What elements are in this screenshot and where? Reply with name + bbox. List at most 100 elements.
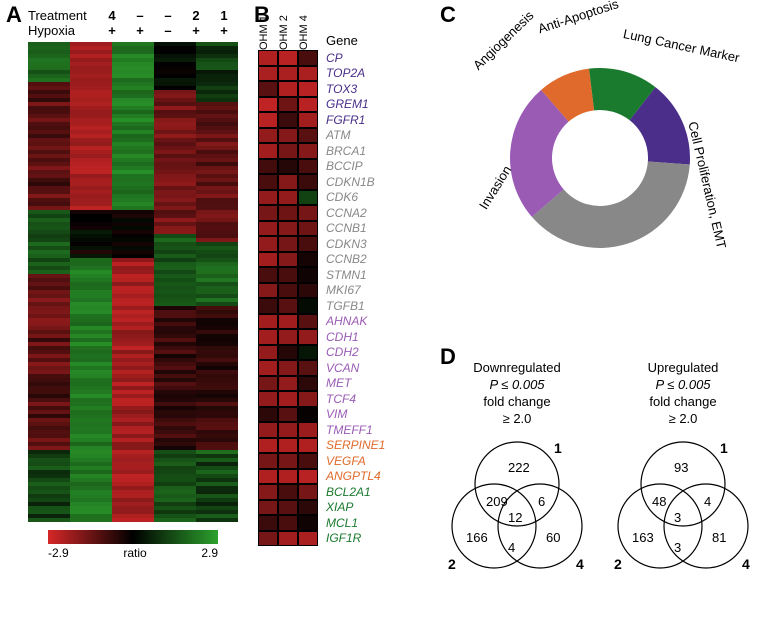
venn-set-label: 2: [448, 556, 456, 572]
gene-cell: [298, 407, 318, 423]
gene-cell: [298, 267, 318, 283]
gene-cell: [258, 360, 278, 376]
gene-name: BCL2A1: [326, 485, 371, 499]
gene-cell: [278, 531, 298, 547]
venn-set-label: 4: [742, 556, 750, 572]
gene-cell: [278, 329, 298, 345]
gene-row: TMEFF1: [258, 422, 438, 438]
gene-name: ANGPTL4: [326, 469, 381, 483]
gene-row: CDKN1B: [258, 174, 438, 190]
gene-row: AHNAK: [258, 314, 438, 330]
gene-row: FGFR1: [258, 112, 438, 128]
gene-cell: [258, 438, 278, 454]
gene-name: ATM: [326, 128, 350, 142]
gene-name: TMEFF1: [326, 423, 373, 437]
gene-row: MET: [258, 376, 438, 392]
gene-row: VIM: [258, 407, 438, 423]
gene-name: TCF4: [326, 392, 356, 406]
gene-cell: [298, 438, 318, 454]
hypoxia-val: +: [210, 23, 238, 38]
gene-cell: [278, 422, 298, 438]
gene-cell: [298, 50, 318, 66]
gene-cell: [278, 221, 298, 237]
gene-cell: [278, 298, 298, 314]
gene-name: MCL1: [326, 516, 358, 530]
gene-name: VEGFA: [326, 454, 366, 468]
gene-row: TGFB1: [258, 298, 438, 314]
gene-name: VCAN: [326, 361, 359, 375]
gene-cell: [278, 515, 298, 531]
gene-cell: [298, 391, 318, 407]
gene-row: CCNA2: [258, 205, 438, 221]
gene-cell: [258, 128, 278, 144]
gene-cell: [258, 407, 278, 423]
gene-cell: [258, 97, 278, 113]
panel-b-body: CPTOP2ATOX3GREM1FGFR1ATMBRCA1BCCIPCDKN1B…: [258, 50, 438, 546]
gene-row: TOX3: [258, 81, 438, 97]
gene-cell: [298, 159, 318, 175]
gene-cell: [278, 500, 298, 516]
gene-cell: [278, 159, 298, 175]
gene-name: BCCIP: [326, 159, 363, 173]
heatmap-column: [196, 42, 238, 522]
gene-cell: [278, 252, 298, 268]
hypoxia-val: +: [126, 23, 154, 38]
gene-cell: [298, 128, 318, 144]
hypoxia-val: –: [154, 23, 182, 38]
gene-cell: [278, 360, 298, 376]
heatmap-a: [28, 42, 238, 522]
venn-count: 4: [704, 494, 711, 509]
gene-row: ATM: [258, 128, 438, 144]
gene-cell: [278, 314, 298, 330]
panel-b-header: OHM 1OHM 2OHM 4Gene: [258, 8, 438, 50]
gene-name: CDK6: [326, 190, 358, 204]
panel-b: OHM 1OHM 2OHM 4Gene CPTOP2ATOX3GREM1FGFR…: [258, 8, 438, 546]
gene-cell: [258, 112, 278, 128]
gene-name: SERPINE1: [326, 438, 385, 452]
gene-cell: [258, 376, 278, 392]
gene-row: XIAP: [258, 500, 438, 516]
gene-cell: [298, 81, 318, 97]
gene-name: STMN1: [326, 268, 367, 282]
venn-set-label: 1: [554, 440, 562, 456]
gene-cell: [258, 329, 278, 345]
gene-cell: [298, 66, 318, 82]
down-title3: fold change: [483, 394, 550, 409]
gene-cell: [298, 221, 318, 237]
panel-b-col: OHM 4: [298, 8, 318, 50]
colorbar-mid: ratio: [123, 546, 146, 560]
panel-c: Lung Cancer MarkerCell Proliferation, EM…: [440, 8, 760, 288]
venn-count: 6: [538, 494, 545, 509]
gene-row: CCNB2: [258, 252, 438, 268]
venn-count: 163: [632, 530, 654, 545]
gene-name: XIAP: [326, 500, 353, 514]
down-title2: P ≤ 0.005: [489, 377, 544, 392]
gene-row: TCF4: [258, 391, 438, 407]
gene-cell: [278, 453, 298, 469]
gene-cell: [278, 205, 298, 221]
gene-cell: [258, 159, 278, 175]
gene-row: CDK6: [258, 190, 438, 206]
up-title3: fold change: [649, 394, 716, 409]
gene-cell: [278, 469, 298, 485]
figure: A B C D Treatment 4––21 Hypoxia ++–++ -2…: [0, 0, 768, 643]
gene-row: SERPINE1: [258, 438, 438, 454]
gene-cell: [258, 298, 278, 314]
panel-b-col: OHM 2: [278, 8, 298, 50]
gene-cell: [278, 190, 298, 206]
gene-cell: [278, 438, 298, 454]
heatmap-column: [70, 42, 112, 522]
treatment-val: 2: [182, 8, 210, 23]
gene-cell: [258, 283, 278, 299]
colorbar: -2.9 ratio 2.9: [48, 530, 218, 560]
venn-set-label: 1: [720, 440, 728, 456]
gene-header: Gene: [326, 33, 358, 50]
gene-name: MKI67: [326, 283, 361, 297]
gene-row: BCCIP: [258, 159, 438, 175]
gene-cell: [258, 143, 278, 159]
gene-cell: [258, 391, 278, 407]
gene-cell: [258, 500, 278, 516]
gene-cell: [278, 81, 298, 97]
gene-name: MET: [326, 376, 351, 390]
gene-cell: [258, 221, 278, 237]
